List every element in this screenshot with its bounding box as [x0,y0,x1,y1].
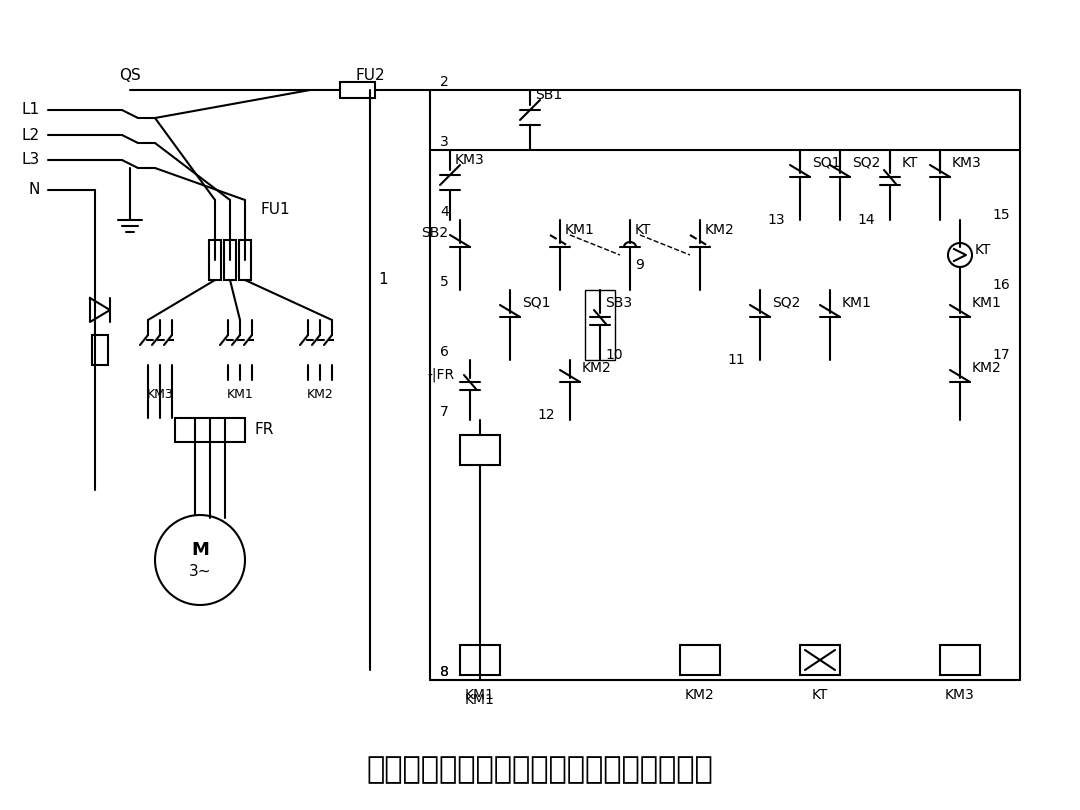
Text: L3: L3 [22,152,40,168]
Text: 12: 12 [538,408,555,422]
Text: KM1: KM1 [842,296,872,310]
Text: 17: 17 [993,348,1010,362]
Text: KM1: KM1 [972,296,1002,310]
Text: SQ1: SQ1 [522,296,551,310]
Text: 13: 13 [768,213,785,227]
Text: KM2: KM2 [705,223,734,237]
Text: KM1: KM1 [465,688,495,702]
Text: FU2: FU2 [355,67,384,83]
Text: 4: 4 [440,205,449,219]
Text: -|FR: -|FR [428,368,455,382]
Text: KM2: KM2 [685,688,715,702]
Bar [460,645,500,675]
Bar [940,645,980,675]
Bar [340,82,375,98]
Text: SB3: SB3 [605,296,632,310]
Text: 3: 3 [440,135,449,149]
Text: KM3: KM3 [455,153,485,167]
Text: KM2: KM2 [307,389,334,402]
Text: KM1: KM1 [227,389,254,402]
Bar [585,290,615,360]
Text: KM3: KM3 [945,688,975,702]
Text: 10: 10 [605,348,623,362]
Text: KM3: KM3 [147,389,174,402]
Text: KM2: KM2 [582,361,611,375]
Text: KT: KT [635,223,651,237]
Text: M: M [191,541,208,559]
Text: KM3: KM3 [951,156,982,170]
Text: 1: 1 [378,272,388,288]
Text: L1: L1 [22,103,40,117]
Text: 2: 2 [440,75,449,89]
Text: QS: QS [119,67,140,83]
Bar [680,645,720,675]
Text: 6: 6 [440,345,449,359]
Text: FR: FR [255,423,274,437]
Text: 8: 8 [440,665,449,679]
Bar [92,335,108,365]
Text: 3~: 3~ [189,565,212,579]
Text: SQ2: SQ2 [772,296,800,310]
Text: 9: 9 [635,258,644,272]
Text: KT: KT [902,156,918,170]
Text: FU1: FU1 [260,202,289,218]
Bar [175,418,245,442]
Bar [460,435,500,465]
Text: KM1: KM1 [565,223,595,237]
Bar [800,645,840,675]
Text: 7: 7 [440,405,449,419]
Text: 14: 14 [858,213,875,227]
Text: SB1: SB1 [535,88,563,102]
Text: SQ2: SQ2 [852,156,880,170]
Bar [224,240,237,280]
Bar [210,240,221,280]
Text: 15: 15 [993,208,1010,222]
Text: 5: 5 [440,275,449,289]
Text: 16: 16 [993,278,1010,292]
Text: 11: 11 [727,353,745,367]
Text: SQ1: SQ1 [812,156,840,170]
Text: KT: KT [812,688,828,702]
Text: KT: KT [975,243,991,257]
Text: 有能耗制动的双向自动往返电动机控制电路: 有能耗制动的双向自动往返电动机控制电路 [366,756,714,785]
Text: L2: L2 [22,127,40,143]
Text: SB2: SB2 [421,226,448,240]
Text: N: N [29,182,40,198]
Text: 8: 8 [440,665,449,679]
Text: KM1: KM1 [465,693,495,707]
Text: KM2: KM2 [972,361,1002,375]
Bar [239,240,251,280]
